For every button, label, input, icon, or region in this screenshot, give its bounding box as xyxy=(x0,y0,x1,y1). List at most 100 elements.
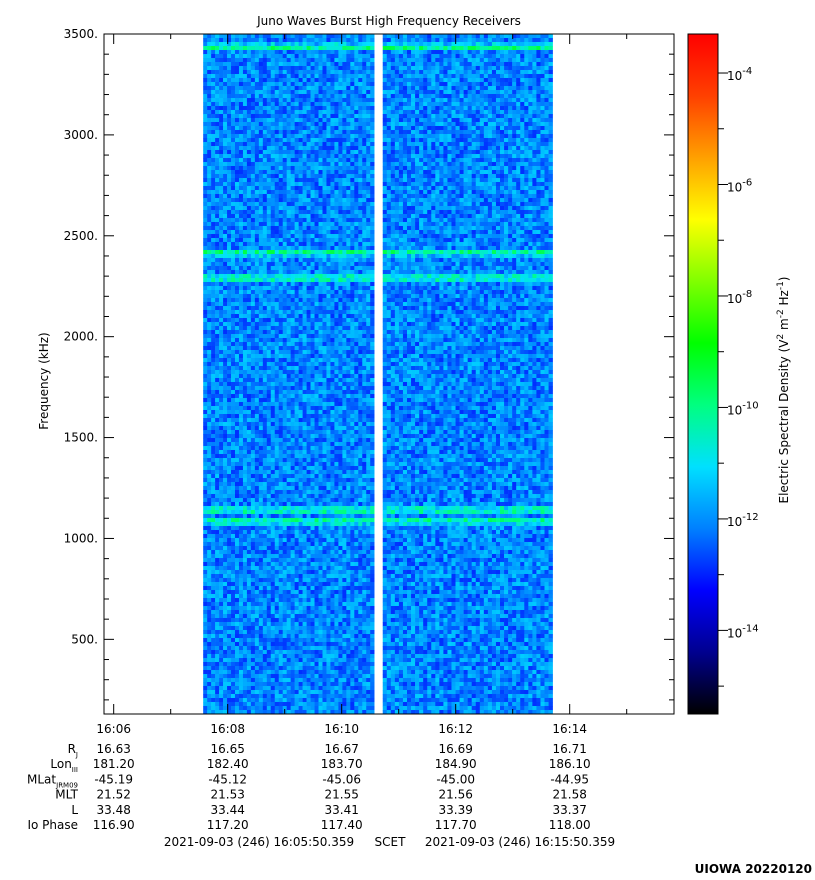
spectrogram-cell xyxy=(219,178,224,183)
spectrogram-cell xyxy=(362,222,367,227)
spectrogram-cell xyxy=(262,310,268,315)
spectrogram-cell xyxy=(318,122,323,127)
spectrogram-cell xyxy=(330,222,335,227)
spectrogram-cell xyxy=(338,110,343,115)
spectrogram-cell xyxy=(242,426,248,431)
spectrogram-cell xyxy=(290,70,295,75)
spectrogram-cell xyxy=(282,78,287,83)
spectrogram-cell xyxy=(266,166,272,171)
spectrogram-cell xyxy=(306,482,311,487)
spectrogram-cell xyxy=(330,406,335,411)
spectrogram-cell xyxy=(322,438,327,443)
spectrogram-cell xyxy=(227,78,232,83)
spectrogram-cell xyxy=(234,194,240,199)
spectrogram-cell xyxy=(310,106,315,111)
spectrogram-cell xyxy=(242,266,248,271)
spectrogram-cell xyxy=(215,418,220,423)
spectrogram-cell xyxy=(238,98,244,103)
spectrogram-cell xyxy=(282,338,287,343)
spectrogram-cell xyxy=(298,234,303,239)
spectrogram-cell xyxy=(231,478,236,483)
spectrogram-cell xyxy=(203,90,208,95)
spectrogram-cell xyxy=(286,50,291,55)
spectrogram-cell xyxy=(354,322,359,327)
spectrogram-cell xyxy=(338,114,343,119)
spectrogram-cell xyxy=(266,406,272,411)
spectrogram-cell xyxy=(278,238,284,243)
spectrogram-cell xyxy=(366,50,371,55)
spectrogram-cell xyxy=(290,306,295,311)
spectrogram-cell xyxy=(203,54,208,59)
spectrogram-cell xyxy=(302,410,307,415)
spectrogram-cell xyxy=(314,106,319,111)
spectrogram-cell xyxy=(242,394,248,399)
spectrogram-cell xyxy=(274,346,280,351)
spectrogram-cell xyxy=(370,350,375,355)
spectrogram-cell xyxy=(246,42,252,47)
spectrogram-cell xyxy=(346,174,351,179)
spectrogram-cell xyxy=(231,126,236,131)
spectrogram-cell xyxy=(306,70,311,75)
spectrogram-cell xyxy=(234,362,240,367)
spectrogram-cell xyxy=(207,286,212,291)
spectrogram-cell xyxy=(278,486,284,491)
spectrogram-cell xyxy=(203,338,208,343)
spectrogram-cell xyxy=(346,182,351,187)
spectrogram-cell xyxy=(318,138,323,143)
spectrogram-cell xyxy=(215,442,220,447)
spectrogram-cell xyxy=(354,306,359,311)
spectrogram-cell xyxy=(342,458,347,463)
spectrogram-cell xyxy=(282,54,287,59)
spectrogram-cell xyxy=(342,462,347,467)
spectrogram-cell xyxy=(262,54,268,59)
spectrogram-cell xyxy=(370,322,375,327)
spectrogram-cell xyxy=(362,334,367,339)
spectrogram-cell xyxy=(306,98,311,103)
spectrogram-cell xyxy=(326,458,331,463)
spectrogram-cell xyxy=(354,346,359,351)
spectrogram-cell xyxy=(358,238,363,243)
spectrogram-cell xyxy=(258,450,264,455)
spectrogram-cell xyxy=(207,318,212,323)
spectrogram-cell xyxy=(318,386,323,391)
spectrogram-cell xyxy=(322,166,327,171)
spectrogram-cell xyxy=(286,358,291,363)
spectrogram-cell xyxy=(250,90,256,95)
spectrogram-cell xyxy=(219,130,224,135)
spectrogram-cell xyxy=(254,234,260,239)
spectrogram-cell xyxy=(354,382,359,387)
spectrogram-cell xyxy=(314,430,319,435)
spectrogram-cell xyxy=(242,242,248,247)
spectrogram-cell xyxy=(234,410,240,415)
spectrogram-cell xyxy=(223,54,228,59)
spectrogram-cell xyxy=(207,162,212,167)
spectrogram-cell xyxy=(314,334,319,339)
spectrogram-cell xyxy=(322,494,327,499)
spectrogram-cell xyxy=(306,442,311,447)
spectrogram-cell xyxy=(234,290,240,295)
spectrogram-cell xyxy=(274,114,280,119)
spectrogram-cell xyxy=(234,186,240,191)
spectrogram-cell xyxy=(358,90,363,95)
spectrogram-cell xyxy=(358,282,363,287)
spectrogram-cell xyxy=(342,170,347,175)
spectrogram-cell xyxy=(242,282,248,287)
spectrogram-cell xyxy=(254,230,260,235)
spectrogram-cell xyxy=(362,318,367,323)
spectrogram-cell xyxy=(278,366,284,371)
spectrogram-cell xyxy=(294,254,299,259)
spectrogram-cell xyxy=(314,370,319,375)
spectrogram-cell xyxy=(298,298,303,303)
spectrogram-cell xyxy=(306,446,311,451)
spectrogram-cell xyxy=(258,418,264,423)
spectrogram-cell xyxy=(282,134,287,139)
spectrogram-cell xyxy=(342,194,347,199)
spectrogram-cell xyxy=(231,362,236,367)
spectrogram-cell xyxy=(322,434,327,439)
spectrogram-cell xyxy=(286,446,291,451)
spectrogram-cell xyxy=(314,386,319,391)
spectrogram-cell xyxy=(318,338,323,343)
spectrogram-cell xyxy=(207,346,212,351)
spectrogram-cell xyxy=(366,158,371,163)
spectrogram-cell xyxy=(231,246,236,251)
